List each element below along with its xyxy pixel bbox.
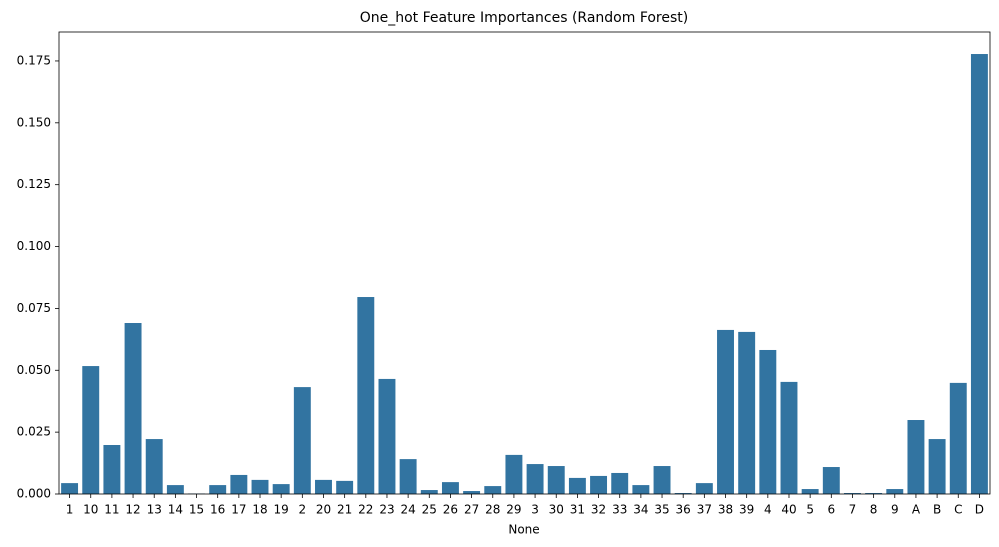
x-tick-label: 9 <box>891 503 899 517</box>
bar <box>717 329 734 494</box>
bar <box>124 323 142 494</box>
bar <box>61 483 79 494</box>
x-tick-label: 33 <box>612 503 627 517</box>
x-tick-label: 4 <box>764 503 772 517</box>
bar <box>653 466 671 494</box>
x-tick-label: 1 <box>66 503 74 517</box>
x-tick-label: B <box>933 503 941 517</box>
x-tick-label: D <box>975 503 984 517</box>
y-tick-label: 0.050 <box>17 363 51 377</box>
bar <box>590 475 608 494</box>
y-tick-label: 0.125 <box>17 177 51 191</box>
x-tick-label: 35 <box>654 503 669 517</box>
y-tick-label: 0.100 <box>17 239 51 253</box>
bar <box>209 485 227 494</box>
x-tick-label: 25 <box>422 503 437 517</box>
x-tick-label: 3 <box>531 503 539 517</box>
x-tick-label: 38 <box>718 503 733 517</box>
x-tick-label: 7 <box>849 503 857 517</box>
x-tick-label: 6 <box>827 503 835 517</box>
bar <box>568 477 586 494</box>
x-axis-label: None <box>508 523 539 537</box>
x-tick-label: 40 <box>781 503 796 517</box>
bar <box>547 466 565 494</box>
x-tick-label: 10 <box>83 503 98 517</box>
bar <box>822 467 840 494</box>
x-tick-label: 2 <box>299 503 307 517</box>
bar <box>526 464 544 494</box>
bar <box>780 381 798 494</box>
bar <box>420 490 438 494</box>
x-tick-label: 22 <box>358 503 373 517</box>
bar <box>886 489 904 494</box>
bar <box>336 480 354 494</box>
bar <box>484 486 502 494</box>
bar <box>949 382 967 494</box>
x-tick-label: 17 <box>231 503 246 517</box>
bar <box>145 439 163 494</box>
bar <box>844 493 861 494</box>
bar <box>611 472 629 494</box>
y-tick-label: 0.175 <box>17 53 51 67</box>
bar <box>695 483 713 494</box>
bar <box>272 484 290 494</box>
x-tick-label: 39 <box>739 503 754 517</box>
bar <box>907 420 925 494</box>
x-tick-label: 36 <box>676 503 691 517</box>
x-tick-label: 12 <box>125 503 140 517</box>
x-tick-label: 20 <box>316 503 331 517</box>
x-tick-label: 8 <box>870 503 878 517</box>
y-tick-label: 0.150 <box>17 115 51 129</box>
bar <box>505 454 523 494</box>
x-tick-label: 5 <box>806 503 814 517</box>
x-tick-label: 34 <box>633 503 648 517</box>
bar <box>441 482 459 494</box>
y-tick-label: 0.075 <box>17 301 51 315</box>
bar <box>166 485 184 494</box>
x-tick-label: 31 <box>570 503 585 517</box>
x-tick-label: 24 <box>400 503 415 517</box>
chart-title: One_hot Feature Importances (Random Fore… <box>360 10 689 26</box>
y-tick-label: 0.000 <box>17 487 51 501</box>
bar <box>251 479 269 494</box>
x-tick-label: A <box>912 503 921 517</box>
bar <box>357 297 375 494</box>
bar <box>82 366 100 494</box>
x-tick-label: C <box>954 503 962 517</box>
x-tick-label: 30 <box>549 503 564 517</box>
bar <box>970 54 988 495</box>
bar <box>293 387 311 494</box>
x-tick-label: 14 <box>168 503 183 517</box>
x-tick-label: 15 <box>189 503 204 517</box>
x-tick-label: 26 <box>443 503 458 517</box>
x-tick-label: 28 <box>485 503 500 517</box>
bar <box>230 474 248 494</box>
x-tick-label: 37 <box>697 503 712 517</box>
x-tick-label: 23 <box>379 503 394 517</box>
x-tick-label: 32 <box>591 503 606 517</box>
x-tick-label: 21 <box>337 503 352 517</box>
x-tick-label: 27 <box>464 503 479 517</box>
x-tick-label: 19 <box>274 503 289 517</box>
x-tick-label: 11 <box>104 503 119 517</box>
y-tick-label: 0.025 <box>17 425 51 439</box>
bar <box>632 485 650 494</box>
bar <box>399 459 417 494</box>
bar <box>674 493 692 494</box>
x-tick-label: 29 <box>506 503 521 517</box>
bar <box>759 349 777 494</box>
x-tick-label: 18 <box>252 503 267 517</box>
bar <box>738 331 756 494</box>
bar <box>463 491 481 494</box>
bar <box>103 445 121 494</box>
x-tick-label: 13 <box>147 503 162 517</box>
bar <box>378 378 396 494</box>
bar <box>928 439 946 494</box>
bar <box>865 493 883 494</box>
x-tick-label: 16 <box>210 503 225 517</box>
bar <box>801 489 819 494</box>
plot-frame <box>58 31 991 495</box>
bar <box>315 479 332 494</box>
